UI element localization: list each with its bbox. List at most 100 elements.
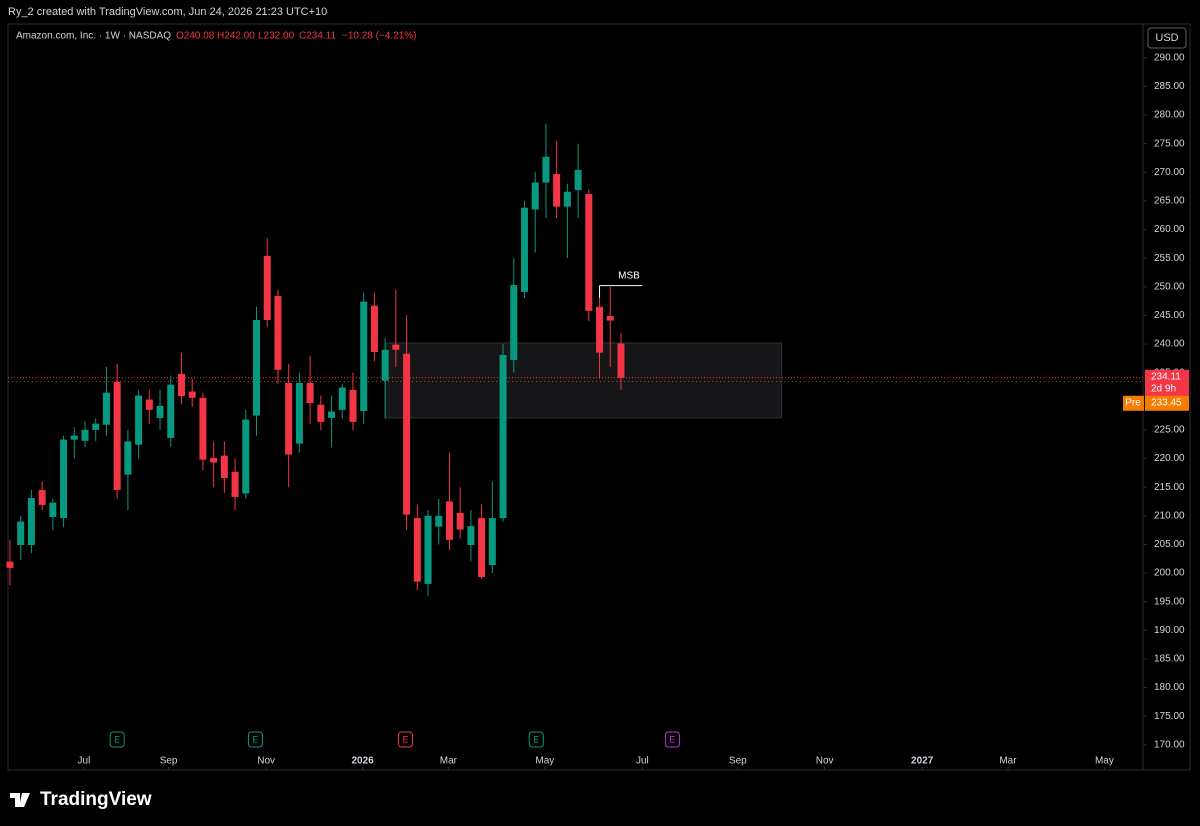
candle-body xyxy=(231,471,239,497)
pre-tag-label: Pre xyxy=(1125,397,1141,408)
candle-body xyxy=(145,399,153,410)
y-tick-label: 255.00 xyxy=(1154,253,1185,264)
y-tick-label: 180.00 xyxy=(1154,682,1185,693)
currency: USD xyxy=(1155,32,1178,44)
event-label: E xyxy=(252,734,258,744)
event-label: E xyxy=(533,734,539,744)
x-tick-label: Sep xyxy=(160,756,178,767)
candle-body xyxy=(563,191,571,207)
candle-body xyxy=(210,457,218,463)
x-tick-label: May xyxy=(535,756,554,767)
event-label: E xyxy=(114,734,120,744)
y-tick-label: 275.00 xyxy=(1154,138,1185,149)
pre-tag xyxy=(1123,395,1144,411)
candle-body xyxy=(349,389,357,422)
y-tick-label: 210.00 xyxy=(1154,510,1185,521)
last-price-label: 234.11 xyxy=(1151,371,1181,382)
candle-body xyxy=(510,285,518,361)
legend-low: L232.00 xyxy=(258,31,295,42)
y-tick-label: 265.00 xyxy=(1154,196,1185,207)
x-tick-label: 2027 xyxy=(911,756,934,767)
y-tick-label: 215.00 xyxy=(1154,482,1185,493)
candle-body xyxy=(456,512,464,530)
pre-price-label: 233.45 xyxy=(1151,397,1182,408)
candle-body xyxy=(17,521,25,545)
x-tick-label: 2026 xyxy=(352,756,375,767)
y-tick-label: 225.00 xyxy=(1154,425,1185,436)
candle-body xyxy=(596,306,604,353)
candle-body xyxy=(306,382,314,404)
y-tick-label: 245.00 xyxy=(1154,310,1185,321)
y-tick-label: 190.00 xyxy=(1154,625,1185,636)
legend-open: O240.08 xyxy=(176,31,215,42)
candle-body xyxy=(360,301,368,412)
candle-body xyxy=(124,441,132,475)
candle-body xyxy=(253,319,261,416)
y-tick-label: 205.00 xyxy=(1154,539,1185,550)
annotation-text: MSB xyxy=(618,270,640,281)
candle-body xyxy=(424,515,432,584)
currency-button[interactable] xyxy=(1147,27,1187,49)
candle-body xyxy=(445,501,453,540)
candle-body xyxy=(488,518,496,566)
candle-body xyxy=(585,194,593,311)
footer-logo: TradingView xyxy=(40,789,152,810)
candle-body xyxy=(338,387,346,410)
candle-body xyxy=(27,498,35,545)
event-marker xyxy=(109,731,125,748)
candle-body xyxy=(167,384,175,438)
candle-body xyxy=(403,353,411,515)
candle-body xyxy=(606,315,614,321)
candle-body xyxy=(242,419,250,494)
y-tick-label: 185.00 xyxy=(1154,654,1185,665)
candle-body xyxy=(274,295,282,370)
candle-body xyxy=(49,502,57,517)
y-tick-label: 280.00 xyxy=(1154,110,1185,121)
candle-body xyxy=(220,455,228,479)
legend-change: −10.28 (−4.21%) xyxy=(342,31,417,42)
candle-body xyxy=(263,255,271,320)
candle-body xyxy=(70,435,78,440)
y-tick-label: 220.00 xyxy=(1154,453,1185,464)
y-tick-label: 260.00 xyxy=(1154,224,1185,235)
candle-body xyxy=(381,349,389,381)
candle-body xyxy=(188,391,196,398)
last-price-tag xyxy=(1145,369,1189,398)
event-label: E xyxy=(403,734,409,744)
candle-body xyxy=(553,174,561,207)
x-tick-label: Mar xyxy=(999,756,1017,767)
candle-body xyxy=(392,344,400,350)
candle-body xyxy=(113,381,121,491)
candle-body xyxy=(574,169,582,191)
countdown-label: 2d 9h xyxy=(1151,383,1176,394)
y-tick-label: 285.00 xyxy=(1154,81,1185,92)
y-tick-label: 250.00 xyxy=(1154,281,1185,292)
y-tick-label: 175.00 xyxy=(1154,711,1185,722)
candle-body xyxy=(531,182,539,210)
candle-body xyxy=(199,397,207,460)
event-marker xyxy=(664,731,680,748)
y-tick-label: 200.00 xyxy=(1154,568,1185,579)
legend-high: H242.00 xyxy=(217,31,255,42)
event-marker xyxy=(247,731,263,748)
x-tick-label: Nov xyxy=(816,756,834,767)
candle-body xyxy=(499,354,507,519)
candle-body xyxy=(38,490,46,505)
candle-body xyxy=(617,343,625,378)
candle-body xyxy=(156,405,164,418)
candle-body xyxy=(177,373,185,397)
candle-body xyxy=(6,561,14,568)
candle-body xyxy=(81,429,89,441)
event-marker xyxy=(528,731,544,748)
candle-body xyxy=(328,411,336,418)
candle-body xyxy=(542,156,550,183)
candle-body xyxy=(435,515,443,527)
x-tick-label: Jul xyxy=(78,756,91,767)
candle-body xyxy=(478,518,486,578)
candle-body xyxy=(135,395,143,445)
candle-body xyxy=(60,439,68,519)
y-tick-label: 290.00 xyxy=(1154,52,1185,63)
y-tick-label: 170.00 xyxy=(1154,739,1185,750)
x-tick-label: Mar xyxy=(440,756,458,767)
candle-body xyxy=(92,423,100,430)
